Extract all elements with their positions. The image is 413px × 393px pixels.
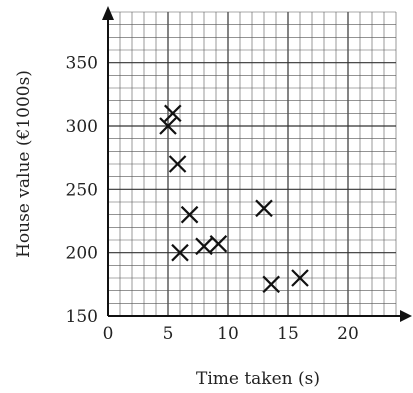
data-point	[159, 117, 177, 135]
tick-labels: 0 5 10 15 20 150 200 250 300 350	[66, 54, 359, 344]
data-point-stroke	[291, 269, 309, 287]
data-point	[171, 243, 189, 262]
x-tick-label: 20	[337, 324, 359, 344]
data-point-stroke	[180, 205, 199, 224]
data-point-stroke	[159, 117, 177, 135]
y-tick-label: 200	[66, 244, 98, 264]
data-point	[164, 104, 182, 123]
y-tick-label: 150	[66, 307, 98, 327]
data-point-stroke	[262, 275, 280, 294]
axes	[102, 6, 412, 322]
data-point	[168, 155, 187, 173]
grid	[107, 11, 397, 317]
x-tick-label: 10	[217, 324, 239, 344]
x-tick-label: 5	[163, 324, 174, 344]
y-tick-label: 250	[66, 180, 98, 200]
x-axis-title: Time taken (s)	[196, 369, 320, 389]
data-point-stroke	[171, 243, 189, 262]
y-axis-arrow	[102, 6, 114, 20]
y-tick-label: 350	[66, 54, 98, 74]
data-point	[209, 235, 228, 253]
x-axis-arrow	[400, 310, 412, 322]
data-point-stroke	[255, 199, 273, 218]
y-tick-label: 300	[66, 117, 98, 137]
data-point-stroke	[209, 235, 228, 253]
data-point-stroke	[168, 155, 187, 173]
data-point-stroke	[164, 104, 182, 123]
data-point	[291, 269, 309, 287]
y-axis-title: House value (€1000s)	[14, 70, 34, 258]
data-point	[180, 205, 199, 224]
data-point	[255, 199, 273, 218]
data-point-stroke	[195, 237, 213, 256]
data-point	[262, 275, 280, 294]
x-tick-label: 15	[277, 324, 299, 344]
x-tick-label: 0	[103, 324, 114, 344]
data-point	[195, 237, 213, 256]
data-points	[159, 104, 309, 294]
